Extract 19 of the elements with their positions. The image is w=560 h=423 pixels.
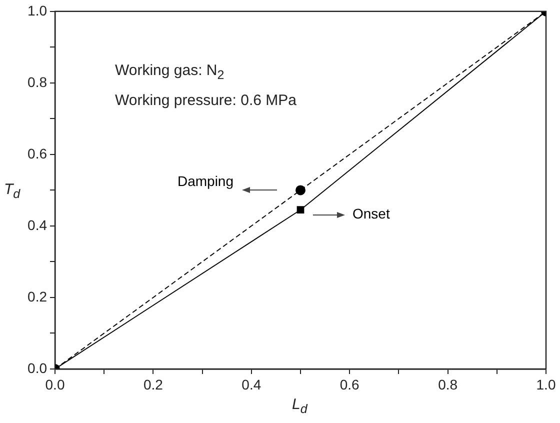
y-tick-label: 0.8 — [28, 74, 48, 90]
x-tick-label: 0.8 — [438, 376, 458, 392]
y-tick-label: 0.6 — [28, 145, 48, 162]
y-tick-label: 1.0 — [28, 2, 48, 18]
text: Damping — [177, 173, 234, 190]
x-tick-label: 0.2 — [143, 376, 164, 392]
x-tick-label: 0.4 — [242, 376, 262, 392]
x-tick-label: 0.6 — [340, 376, 360, 392]
text: Onset — [352, 206, 390, 222]
y-axis-title: T$_{d}$ — [4, 180, 20, 203]
annotation: Working pressure: 0.6 MPa — [115, 91, 296, 111]
y-tick-label: 0.0 — [28, 360, 48, 376]
x-tick-label: 0.0 — [45, 376, 65, 392]
x-axis-title: L$_{d}$ — [292, 395, 308, 418]
y-tick-label: 0.2 — [28, 288, 48, 304]
y-tick-label: 0.4 — [28, 216, 48, 233]
annotation: Working gas: N$_{2}$ — [115, 61, 226, 84]
point — [296, 206, 304, 214]
x-tick-label: 1.0 — [536, 376, 556, 392]
